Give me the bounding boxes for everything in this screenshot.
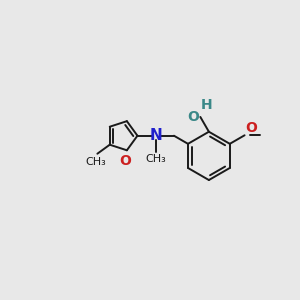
Text: O: O: [187, 110, 199, 124]
Text: CH₃: CH₃: [85, 157, 106, 167]
Text: O: O: [245, 121, 257, 135]
Text: N: N: [149, 128, 162, 143]
Text: H: H: [201, 98, 213, 112]
Text: O: O: [119, 154, 131, 168]
Text: CH₃: CH₃: [145, 154, 166, 164]
